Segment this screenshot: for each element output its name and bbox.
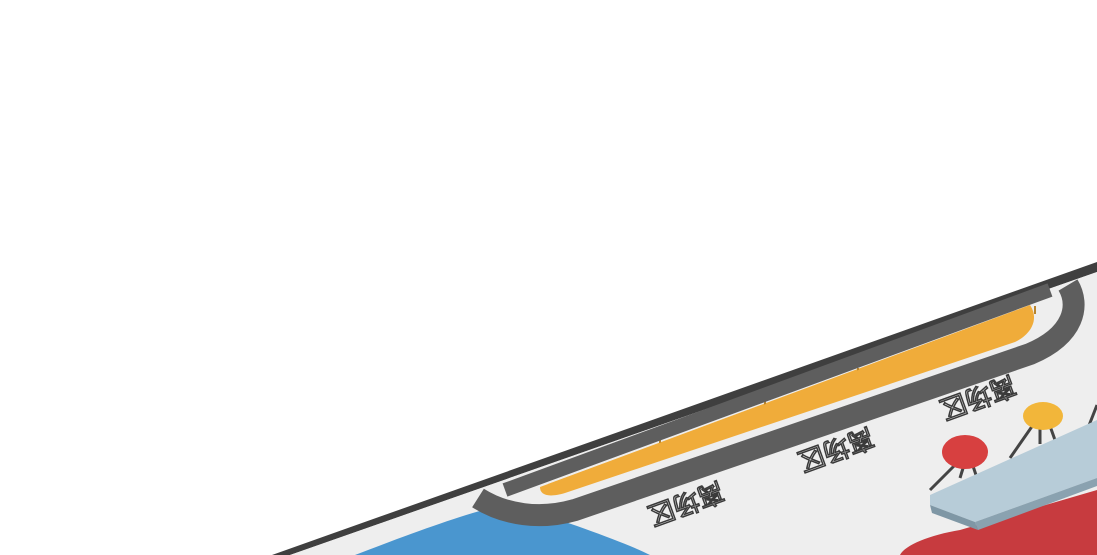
red-stool: [928, 435, 988, 492]
platform-edge: [272, 262, 1097, 555]
red-bench: [900, 490, 1097, 555]
yellow-stool: [1008, 402, 1097, 459]
track-outer: [472, 279, 1085, 527]
track-top: [502, 283, 1053, 497]
light-blue-table: [930, 420, 1097, 530]
orange-pit-fill: [548, 307, 1034, 492]
blue-zone: [355, 503, 650, 555]
